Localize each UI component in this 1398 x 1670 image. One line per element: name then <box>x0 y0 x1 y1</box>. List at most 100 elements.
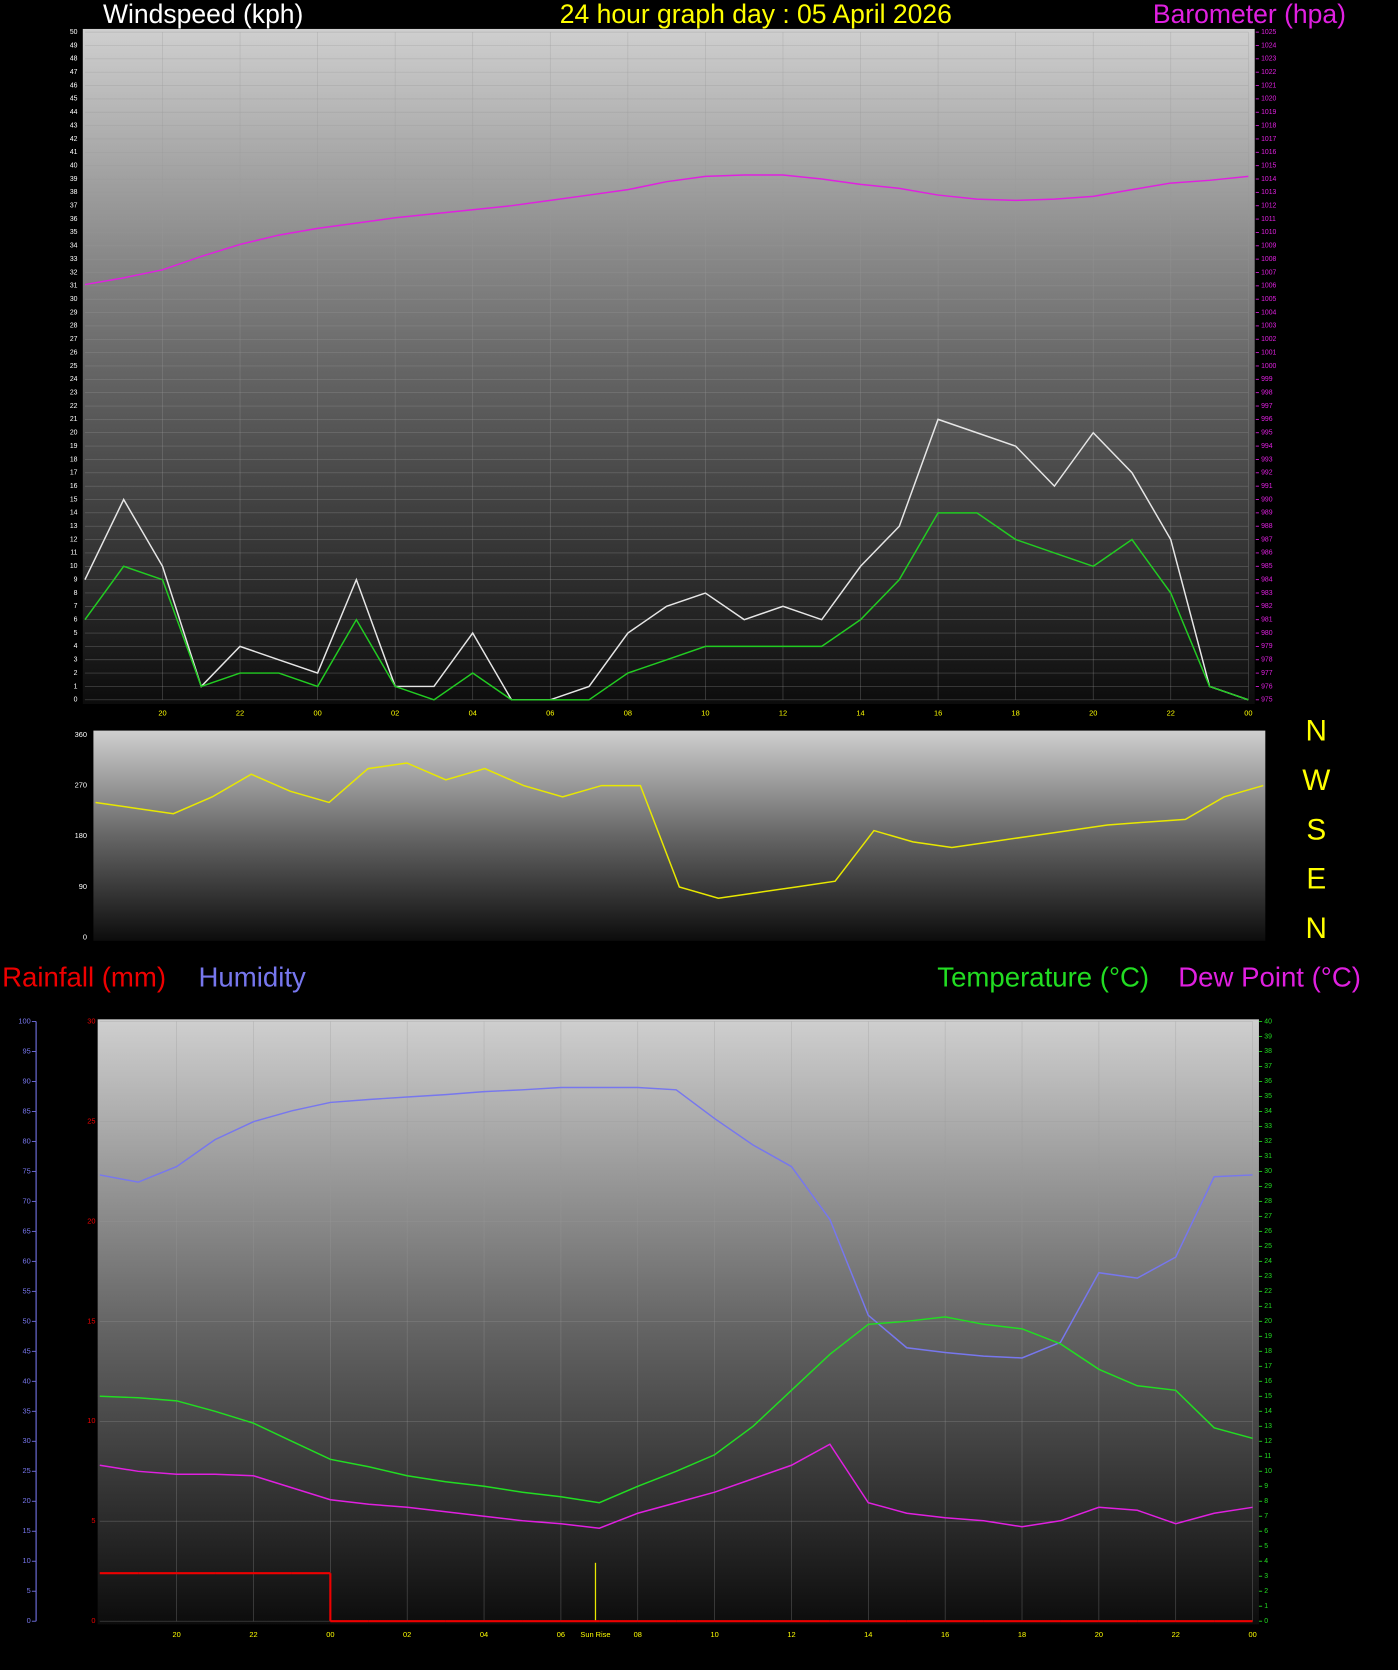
x-tick-label: 20 <box>1095 1630 1103 1639</box>
y-tick-label: 37 <box>70 203 78 210</box>
y-tick-label: 27 <box>1264 1213 1272 1220</box>
y-tick-label: 50 <box>70 29 78 36</box>
y-tick-label: 0 <box>74 697 78 704</box>
y-tick-label: 23 <box>1264 1273 1272 1280</box>
y-tick-label: 13 <box>70 523 78 530</box>
x-tick-label: 06 <box>557 1630 565 1639</box>
y-tick-label: 37 <box>1264 1063 1272 1070</box>
y-tick-label: 10 <box>70 563 78 570</box>
y-tick-label: 994 <box>1261 443 1273 450</box>
series-line <box>95 762 1264 899</box>
y-tick-label: 48 <box>70 56 78 63</box>
y-tick-label: 4 <box>1264 1558 1268 1565</box>
x-tick-label: 20 <box>1089 709 1097 718</box>
y-tick-label: 7 <box>74 603 78 610</box>
y-tick-label: 70 <box>23 1196 31 1205</box>
y-tick-label: 985 <box>1261 563 1273 570</box>
y-tick-label: 17 <box>70 470 78 477</box>
y-tick-label: 12 <box>1264 1438 1272 1445</box>
x-tick-label: 06 <box>546 709 554 718</box>
series-line <box>84 512 1249 701</box>
x-tick-label: 20 <box>158 709 166 718</box>
y-tick-label: 0 <box>91 1616 95 1625</box>
y-tick-label: 18 <box>70 456 78 463</box>
y-tick-label: 95 <box>23 1046 31 1055</box>
y-tick-label: 997 <box>1261 403 1273 410</box>
y-tick-label: 20 <box>23 1496 31 1505</box>
y-tick-label: 180 <box>75 831 87 840</box>
y-tick-label: 31 <box>1264 1153 1272 1160</box>
y-tick-label: 90 <box>79 882 87 891</box>
y-tick-label: 43 <box>70 122 78 129</box>
y-tick-label: 1000 <box>1261 363 1276 370</box>
y-tick-label: 42 <box>70 136 78 143</box>
y-tick-label: 24 <box>70 376 78 383</box>
y-tick-label: 360 <box>75 730 87 739</box>
compass-label: N <box>1306 715 1327 748</box>
y-tick-label: 15 <box>1264 1393 1272 1400</box>
x-tick-label: 18 <box>1018 1630 1026 1639</box>
y-tick-label: 20 <box>1264 1318 1272 1325</box>
y-tick-label: 29 <box>1264 1183 1272 1190</box>
y-tick-label: 982 <box>1261 603 1273 610</box>
y-tick-label: 25 <box>1264 1243 1272 1250</box>
y-tick-label: 979 <box>1261 643 1273 650</box>
y-tick-label: 55 <box>23 1286 31 1295</box>
x-tick-label: 00 <box>313 709 321 718</box>
y-tick-label: 992 <box>1261 470 1273 477</box>
y-tick-label: 1014 <box>1261 176 1276 183</box>
y-tick-label: 16 <box>70 483 78 490</box>
y-tick-label: 20 <box>87 1216 95 1225</box>
y-tick-label: 11 <box>1264 1453 1271 1460</box>
y-tick-label: 988 <box>1261 523 1273 530</box>
y-tick-label: 1008 <box>1261 256 1276 263</box>
y-tick-label: 986 <box>1261 550 1273 557</box>
y-tick-label: 34 <box>70 243 78 250</box>
y-tick-label: 1024 <box>1261 42 1276 49</box>
x-tick-label: 16 <box>941 1630 949 1639</box>
y-tick-label: 9 <box>1264 1483 1268 1490</box>
x-tick-label: 14 <box>856 709 864 718</box>
compass-label: W <box>1302 764 1330 797</box>
y-tick-label: 28 <box>1264 1198 1272 1205</box>
x-tick-label: 04 <box>469 709 477 718</box>
y-tick-label: 15 <box>23 1526 31 1535</box>
y-tick-label: 15 <box>70 496 78 503</box>
y-tick-label: 35 <box>23 1406 31 1415</box>
series-line <box>99 1086 1253 1359</box>
y-tick-label: 1002 <box>1261 336 1276 343</box>
y-tick-label: 987 <box>1261 536 1273 543</box>
y-tick-label: 80 <box>23 1136 31 1145</box>
y-tick-label: 30 <box>23 1436 31 1445</box>
y-tick-label: 40 <box>1264 1018 1272 1025</box>
y-tick-label: 31 <box>70 283 78 290</box>
y-tick-label: 23 <box>70 389 78 396</box>
y-tick-label: 24 <box>1264 1258 1272 1265</box>
y-tick-label: 0 <box>83 933 87 942</box>
y-tick-label: 26 <box>70 349 78 356</box>
y-tick-label: 4 <box>74 643 78 650</box>
y-tick-label: 1003 <box>1261 323 1276 330</box>
y-tick-label: 49 <box>70 42 78 49</box>
y-tick-label: 35 <box>70 229 78 236</box>
y-tick-label: 19 <box>1264 1333 1272 1340</box>
y-tick-label: 32 <box>70 269 78 276</box>
y-tick-label: 30 <box>1264 1168 1272 1175</box>
y-tick-label: 45 <box>23 1346 31 1355</box>
x-tick-label: 18 <box>1012 709 1020 718</box>
y-tick-label: 10 <box>1264 1468 1272 1475</box>
y-tick-label: 975 <box>1261 697 1273 704</box>
y-tick-label: 85 <box>23 1106 31 1115</box>
y-tick-label: 30 <box>87 1016 95 1025</box>
y-tick-label: 983 <box>1261 590 1273 597</box>
y-tick-label: 60 <box>23 1256 31 1265</box>
x-tick-label: 10 <box>701 709 709 718</box>
y-tick-label: 1021 <box>1261 82 1276 89</box>
y-tick-label: 0 <box>1264 1618 1268 1625</box>
y-tick-label: 5 <box>27 1586 31 1595</box>
y-tick-label: 20 <box>70 430 78 437</box>
chart-title: 24 hour graph day : 05 April 2026 <box>560 0 952 29</box>
y-tick-label: 8 <box>1264 1498 1268 1505</box>
y-tick-label: 995 <box>1261 430 1273 437</box>
barometer-label: Barometer (hpa) <box>1153 0 1346 29</box>
